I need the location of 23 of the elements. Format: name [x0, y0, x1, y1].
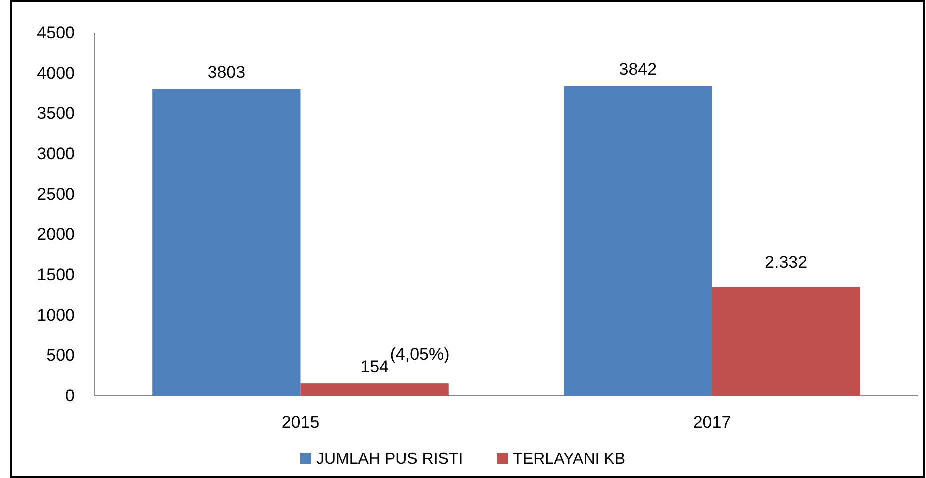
- data-label: 3803: [208, 63, 246, 82]
- annotation: (4,05%): [390, 345, 450, 364]
- bar: [152, 89, 301, 396]
- x-tick-label: 2015: [282, 413, 320, 432]
- y-tick-label: 4000: [37, 64, 75, 83]
- data-label: 154: [360, 358, 390, 377]
- legend-label: TERLAYANI KB: [513, 451, 626, 468]
- y-tick-label: 2500: [37, 184, 75, 204]
- bar: [712, 287, 860, 396]
- bar: [564, 86, 712, 396]
- y-tick-label: 500: [46, 346, 75, 366]
- annotation: 2.332: [765, 253, 808, 272]
- y-tick-label: 1000: [37, 306, 75, 325]
- y-tick-label: 3000: [37, 144, 75, 164]
- bar: [300, 384, 449, 396]
- y-tick-label: 3500: [37, 104, 75, 124]
- legend-label: JUMLAH PUS RISTI: [316, 451, 464, 468]
- data-label: 3842: [619, 60, 658, 80]
- y-tick-label: 4500: [37, 23, 75, 42]
- y-tick-label: 0: [66, 386, 75, 406]
- y-tick-label: 2000: [37, 225, 75, 244]
- y-tick-label: 1500: [37, 265, 75, 284]
- x-tick-label: 2017: [693, 413, 732, 432]
